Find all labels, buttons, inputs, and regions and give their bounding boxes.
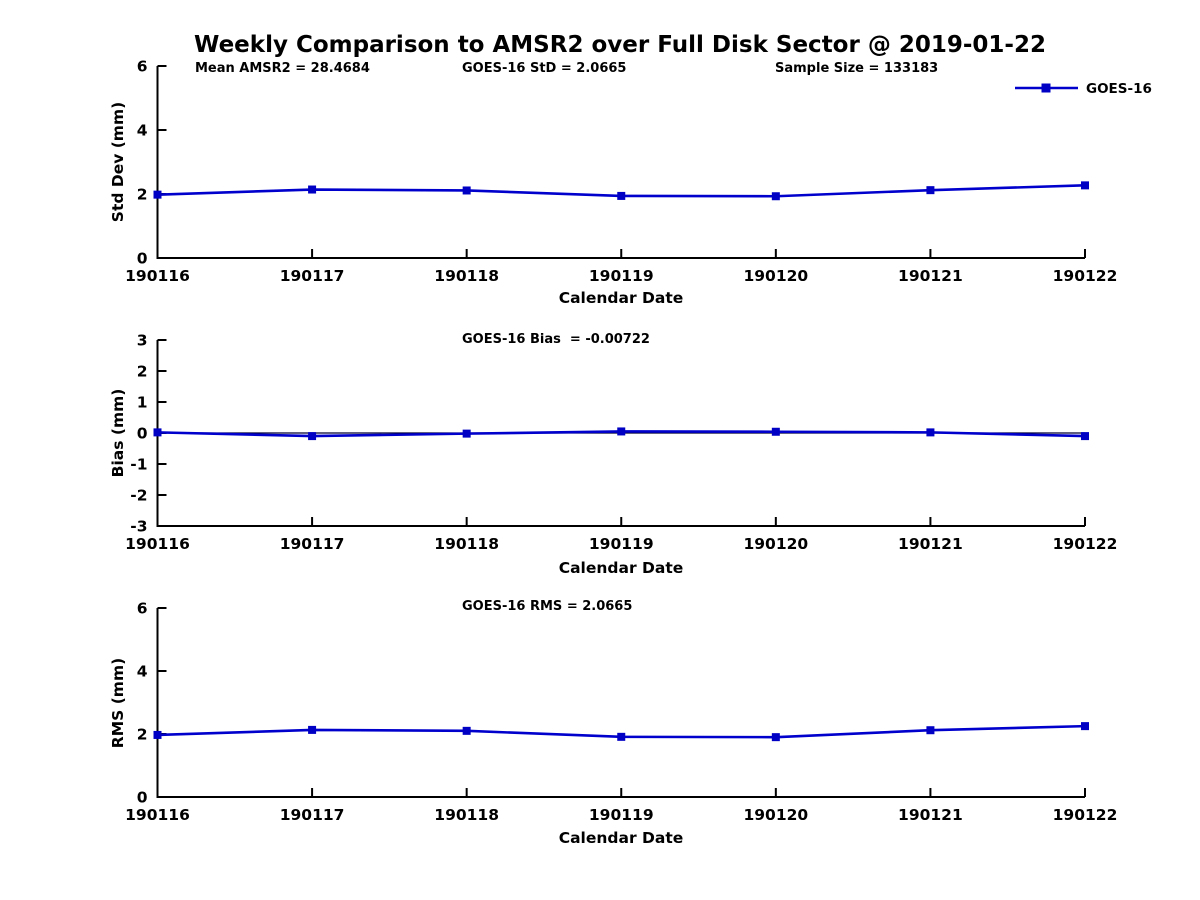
x-tick-label: 190120 <box>743 806 808 824</box>
x-tick-label: 190118 <box>434 806 499 824</box>
x-tick-label: 190118 <box>434 267 499 285</box>
annotation-mean-amsr2: Mean AMSR2 = 28.4684 <box>195 61 370 76</box>
y-tick-label: 3 <box>137 332 148 350</box>
x-tick-label: 190119 <box>589 535 654 553</box>
data-point-marker <box>1081 181 1089 190</box>
chart-title: Weekly Comparison to AMSR2 over Full Dis… <box>194 32 1046 58</box>
y-tick-label: 1 <box>137 394 148 412</box>
x-tick-label: 190116 <box>125 535 190 553</box>
x-tick-label: 190119 <box>589 267 654 285</box>
x-tick-label: 190121 <box>898 535 963 553</box>
y-tick-label: 0 <box>137 789 148 807</box>
data-point-marker <box>771 427 780 436</box>
data-point-marker <box>308 725 317 734</box>
data-point-marker <box>617 732 626 741</box>
bias-x-axis-label: Calendar Date <box>559 559 684 577</box>
data-point-marker <box>1081 722 1089 731</box>
data-point-marker <box>308 185 317 194</box>
legend-label: GOES-16 <box>1086 81 1152 97</box>
data-point-marker <box>926 186 935 195</box>
y-tick-label: 6 <box>137 58 148 76</box>
bias-subplot: -3 -2 -1 0 1 2 3 190116 190117 190118 190119 190120… <box>125 332 1117 554</box>
data-point-marker <box>462 186 471 195</box>
data-point-marker <box>153 428 162 437</box>
data-point-marker <box>617 427 626 436</box>
x-tick-label: 190121 <box>898 267 963 285</box>
y-tick-label: 0 <box>137 425 148 443</box>
y-tick-label: 6 <box>137 600 148 618</box>
y-tick-label: -1 <box>130 456 147 474</box>
x-tick-label: 190121 <box>898 806 963 824</box>
y-tick-label: 0 <box>137 250 148 268</box>
y-tick-label: 2 <box>137 363 148 381</box>
legend-square-marker-icon <box>1041 83 1051 93</box>
data-point-marker <box>926 726 935 735</box>
data-point-marker <box>462 429 471 438</box>
x-tick-label: 190122 <box>1053 806 1118 824</box>
y-tick-label: 4 <box>137 122 148 140</box>
data-point-marker <box>771 192 780 201</box>
rms-x-axis-label: Calendar Date <box>559 829 684 847</box>
x-tick-label: 190122 <box>1053 535 1118 553</box>
rms-subplot: 0 2 4 6 190116 190117 190118 190119 190120 190121… <box>125 600 1117 825</box>
data-point-marker <box>153 190 162 199</box>
x-tick-label: 190122 <box>1053 267 1118 285</box>
x-tick-label: 190117 <box>280 535 345 553</box>
x-tick-label: 190117 <box>280 267 345 285</box>
y-tick-label: -2 <box>130 487 147 505</box>
data-point-marker <box>1081 432 1089 441</box>
bias-y-axis-label: Bias (mm) <box>109 389 127 478</box>
data-point-marker <box>926 428 935 437</box>
y-tick-label: 2 <box>137 186 148 204</box>
x-tick-label: 190120 <box>743 535 808 553</box>
data-point-marker <box>771 733 780 742</box>
y-tick-label: -3 <box>130 518 147 536</box>
annotation-sample-size: Sample Size = 133183 <box>775 61 938 76</box>
data-point-marker <box>617 191 626 200</box>
annotation-goes-rms: GOES-16 RMS = 2.0665 <box>462 599 632 614</box>
annotation-goes-std: GOES-16 StD = 2.0665 <box>462 61 626 76</box>
y-tick-label: 4 <box>137 663 148 681</box>
x-tick-label: 190119 <box>589 806 654 824</box>
annotation-goes-bias: GOES-16 Bias = -0.00722 <box>462 332 650 347</box>
data-point-marker <box>153 730 162 739</box>
stddev-x-axis-label: Calendar Date <box>559 289 684 307</box>
stddev-subplot: 0 2 4 6 190116 190117 190118 190119 190120 190121… <box>125 58 1117 286</box>
legend: GOES-16 <box>1015 81 1152 97</box>
data-point-marker <box>308 432 317 441</box>
x-tick-label: 190116 <box>125 806 190 824</box>
stddev-y-axis-label: Std Dev (mm) <box>109 102 127 222</box>
y-tick-label: 2 <box>137 726 148 744</box>
data-point-marker <box>462 726 471 735</box>
x-tick-label: 190120 <box>743 267 808 285</box>
x-tick-label: 190117 <box>280 806 345 824</box>
x-tick-label: 190116 <box>125 267 190 285</box>
x-tick-label: 190118 <box>434 535 499 553</box>
rms-y-axis-label: RMS (mm) <box>109 658 127 748</box>
